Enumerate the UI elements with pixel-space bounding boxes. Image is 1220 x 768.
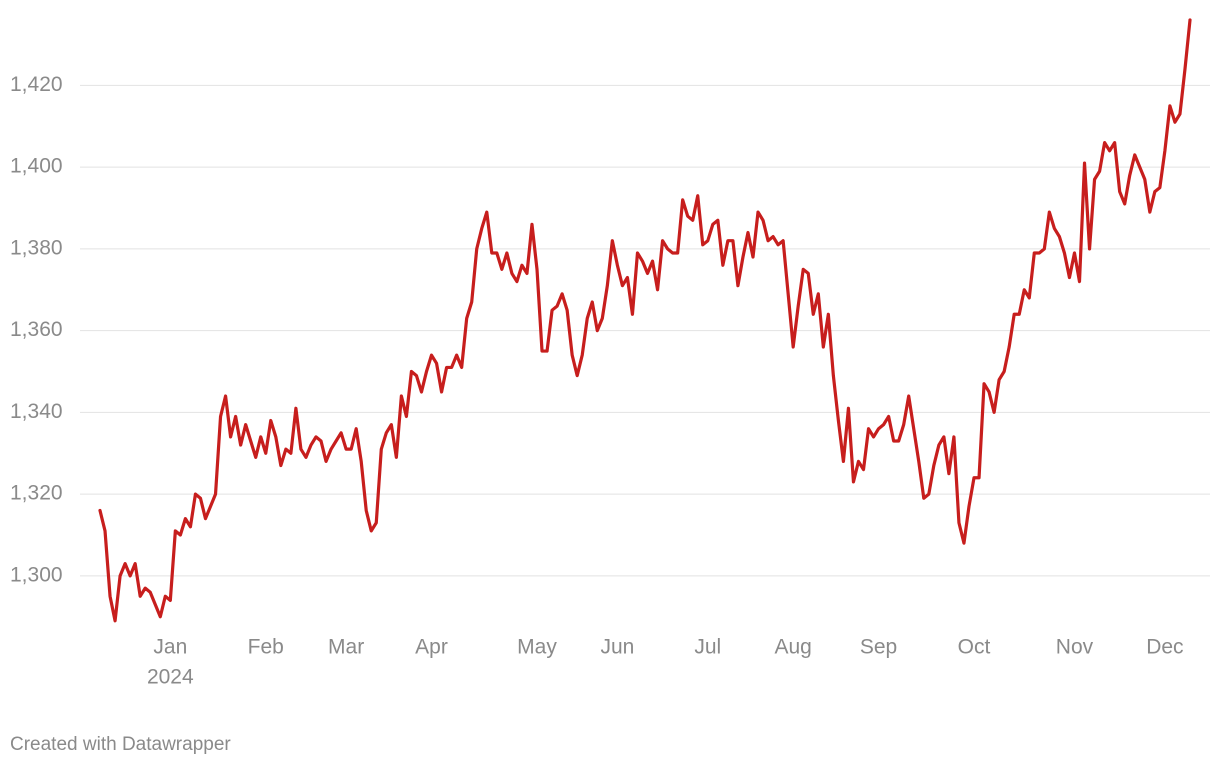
x-tick-label: Sep [860, 636, 897, 659]
x-tick-label: Oct [958, 636, 991, 659]
x-tick-label: Aug [774, 636, 811, 659]
x-tick-label: Feb [248, 636, 284, 659]
y-tick-label: 1,320 [10, 482, 63, 505]
x-tick-label: Mar [328, 636, 364, 659]
x-tick-label: Nov [1056, 636, 1094, 659]
y-tick-label: 1,420 [10, 73, 63, 96]
x-tick-label: Dec [1146, 636, 1183, 659]
x-tick-label: Jul [694, 636, 721, 659]
x-tick-label: Jan [153, 636, 187, 659]
y-tick-label: 1,400 [10, 155, 63, 178]
y-tick-label: 1,340 [10, 400, 63, 423]
y-tick-label: 1,360 [10, 318, 63, 341]
x-tick-label: May [517, 636, 557, 659]
year-label: 2024 [147, 666, 194, 689]
x-tick-label: Apr [415, 636, 448, 659]
credit: Created with Datawrapper [10, 734, 231, 755]
line [98, 18, 1192, 623]
y-tick-label: 1,380 [10, 236, 63, 259]
x-tick-label: Jun [600, 636, 634, 659]
y-tick-label: 1,300 [10, 563, 63, 586]
